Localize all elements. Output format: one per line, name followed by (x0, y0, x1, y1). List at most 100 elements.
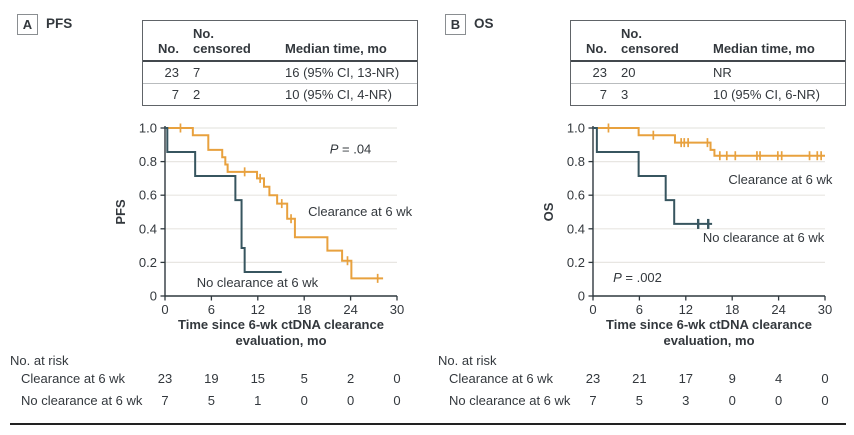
risk-table-title: No. at risk (438, 353, 497, 368)
stats-col-median: Median time, mo (713, 41, 815, 56)
risk-value: 2 (347, 371, 354, 386)
stats-cell: 10 (95% CI, 6-NR) (713, 87, 820, 102)
risk-value: 19 (204, 371, 218, 386)
risk-value: 0 (821, 393, 828, 408)
stats-table-row: 7 3 10 (95% CI, 6-NR) (571, 84, 845, 105)
y-tick-label: 0.4 (567, 221, 585, 236)
curve-label-clearance-at-6-wk: Clearance at 6 wk (728, 172, 833, 187)
x-tick-label: 30 (818, 302, 832, 317)
risk-value: 0 (729, 393, 736, 408)
y-axis-title: PFS (113, 199, 128, 225)
stats-table-row: 23 7 16 (95% CI, 13-NR) (143, 62, 417, 84)
y-tick-label: 0.4 (139, 221, 157, 236)
risk-value: 15 (251, 371, 265, 386)
y-tick-label: 0.8 (567, 154, 585, 169)
stats-col-median: Median time, mo (285, 41, 387, 56)
panel-a: A PFS No. No. censored Median time, mo 23 7 16 (… (10, 14, 418, 409)
median-stats-table: No. No. censored Median time, mo 23 20 NR 7 3 10 … (570, 20, 846, 106)
median-stats-table: No. No. censored Median time, mo 23 7 16 (95% … (142, 20, 418, 106)
curve-label-no-clearance-at-6-wk: No clearance at 6 wk (703, 230, 825, 245)
risk-value: 0 (393, 393, 400, 408)
risk-value: 5 (208, 393, 215, 408)
x-tick-label: 12 (251, 302, 265, 317)
y-tick-label: 0.6 (139, 188, 157, 203)
stats-cell: 16 (95% CI, 13-NR) (285, 65, 400, 80)
stats-cell: 7 (193, 65, 201, 80)
risk-value: 21 (632, 371, 646, 386)
x-axis-title-line1: Time since 6-wk ctDNA clearance (178, 317, 384, 332)
risk-value: 4 (775, 371, 782, 386)
stats-col-no: No. (158, 41, 179, 56)
y-tick-label: 1.0 (139, 121, 157, 136)
stats-cell: 23 (592, 65, 607, 80)
x-tick-label: 12 (679, 302, 693, 317)
risk-row-label-no-clearance-at-6-wk: No clearance at 6 wk (449, 393, 571, 408)
y-tick-label: 0 (150, 289, 157, 304)
km-curve-no-clearance-at-6-wk (593, 127, 713, 225)
risk-value: 5 (301, 371, 308, 386)
risk-row-label-clearance-at-6-wk: Clearance at 6 wk (449, 371, 554, 386)
panel-title: PFS (46, 16, 73, 31)
risk-value: 17 (679, 371, 693, 386)
risk-row-label-clearance-at-6-wk: Clearance at 6 wk (21, 371, 126, 386)
x-tick-label: 24 (343, 302, 357, 317)
risk-value: 1 (254, 393, 261, 408)
x-axis-title-line2: evaluation, mo (663, 333, 754, 348)
risk-value: 0 (393, 371, 400, 386)
stats-cell: NR (713, 65, 732, 80)
p-value: P = .04 (330, 142, 372, 157)
stats-cell: 7 (171, 87, 179, 102)
figure-bottom-rule (10, 423, 846, 425)
risk-value: 5 (636, 393, 643, 408)
x-tick-label: 6 (636, 302, 643, 317)
curve-label-no-clearance-at-6-wk: No clearance at 6 wk (197, 275, 319, 290)
stats-col-censored: No. censored (193, 26, 251, 56)
y-tick-label: 0.2 (139, 255, 157, 270)
km-curve-clearance-at-6-wk (165, 127, 384, 280)
stats-table-header: No. No. censored Median time, mo (571, 21, 845, 62)
y-tick-label: 0.2 (567, 255, 585, 270)
risk-value: 0 (821, 371, 828, 386)
stats-cell: 7 (599, 87, 607, 102)
km-curve-no-clearance-at-6-wk (165, 127, 282, 273)
stats-table-row: 23 20 NR (571, 62, 845, 84)
risk-value: 23 (158, 371, 172, 386)
stats-cell: 10 (95% CI, 4-NR) (285, 87, 392, 102)
km-curve-clearance-at-6-wk (593, 127, 825, 157)
stats-table-row: 7 2 10 (95% CI, 4-NR) (143, 84, 417, 105)
risk-value: 7 (589, 393, 596, 408)
x-tick-label: 0 (161, 302, 168, 317)
risk-value: 7 (161, 393, 168, 408)
y-tick-label: 0 (578, 289, 585, 304)
stats-col-no: No. (586, 41, 607, 56)
risk-value: 0 (775, 393, 782, 408)
x-tick-label: 0 (589, 302, 596, 317)
x-tick-label: 18 (297, 302, 311, 317)
risk-table-title: No. at risk (10, 353, 69, 368)
panel-title: OS (474, 16, 494, 31)
panel-b: B OS No. No. censored Median time, mo 23 20 NR 7 3… (428, 0, 854, 435)
stats-cell: 3 (621, 87, 629, 102)
stats-col-censored: No. censored (621, 26, 679, 56)
stats-cell: 20 (621, 65, 636, 80)
x-axis-title-line1: Time since 6-wk ctDNA clearance (606, 317, 812, 332)
risk-value: 0 (301, 393, 308, 408)
risk-value: 3 (682, 393, 689, 408)
x-tick-label: 18 (725, 302, 739, 317)
x-tick-label: 24 (771, 302, 785, 317)
risk-value: 0 (347, 393, 354, 408)
stats-cell: 2 (193, 87, 201, 102)
risk-value: 9 (729, 371, 736, 386)
x-axis-title-line2: evaluation, mo (235, 333, 326, 348)
y-tick-label: 0.6 (567, 188, 585, 203)
y-axis-title: OS (541, 202, 556, 221)
y-tick-label: 1.0 (567, 121, 585, 136)
panel-tag-label: B (445, 14, 466, 35)
risk-row-label-no-clearance-at-6-wk: No clearance at 6 wk (21, 393, 143, 408)
p-value: P = .002 (613, 270, 662, 285)
stats-cell: 23 (164, 65, 179, 80)
stats-table-header: No. No. censored Median time, mo (143, 21, 417, 62)
risk-value: 23 (586, 371, 600, 386)
